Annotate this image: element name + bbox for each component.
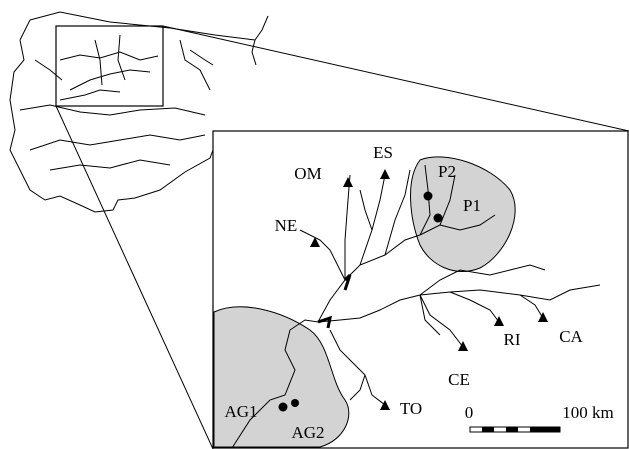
inset-frame	[56, 26, 163, 106]
scale-segment	[530, 427, 560, 432]
site-label: AG1	[224, 402, 257, 421]
site-label: CA	[559, 327, 583, 346]
circle-marker	[291, 399, 299, 407]
site-label: P1	[463, 196, 481, 215]
page: {"sites": [ {"label": "OM"}, {"label": "…	[0, 0, 629, 449]
circle-marker	[434, 214, 443, 223]
site-label: NE	[275, 216, 298, 235]
map: OM ES P2 P1 NE RI CA CE TO AG1 AG2 0 100…	[0, 0, 629, 449]
scale-label: 100 km	[562, 403, 613, 422]
site-label: P2	[438, 162, 456, 181]
site-label: AG2	[291, 423, 324, 442]
zoom-line	[56, 106, 213, 449]
scale-label: 0	[465, 403, 474, 422]
zoom-line	[163, 26, 629, 131]
site-label: RI	[504, 330, 521, 349]
river	[20, 35, 213, 170]
site-label: TO	[400, 399, 422, 418]
site-label: CE	[448, 370, 470, 389]
site-label: ES	[373, 143, 393, 162]
circle-marker	[279, 403, 288, 412]
circle-marker	[424, 192, 433, 201]
site-label: OM	[294, 164, 321, 183]
scale-segment	[506, 427, 518, 432]
inset-map: OM ES P2 P1 NE RI CA CE TO AG1 AG2 0 100…	[213, 131, 628, 448]
scale-segment	[482, 427, 494, 432]
